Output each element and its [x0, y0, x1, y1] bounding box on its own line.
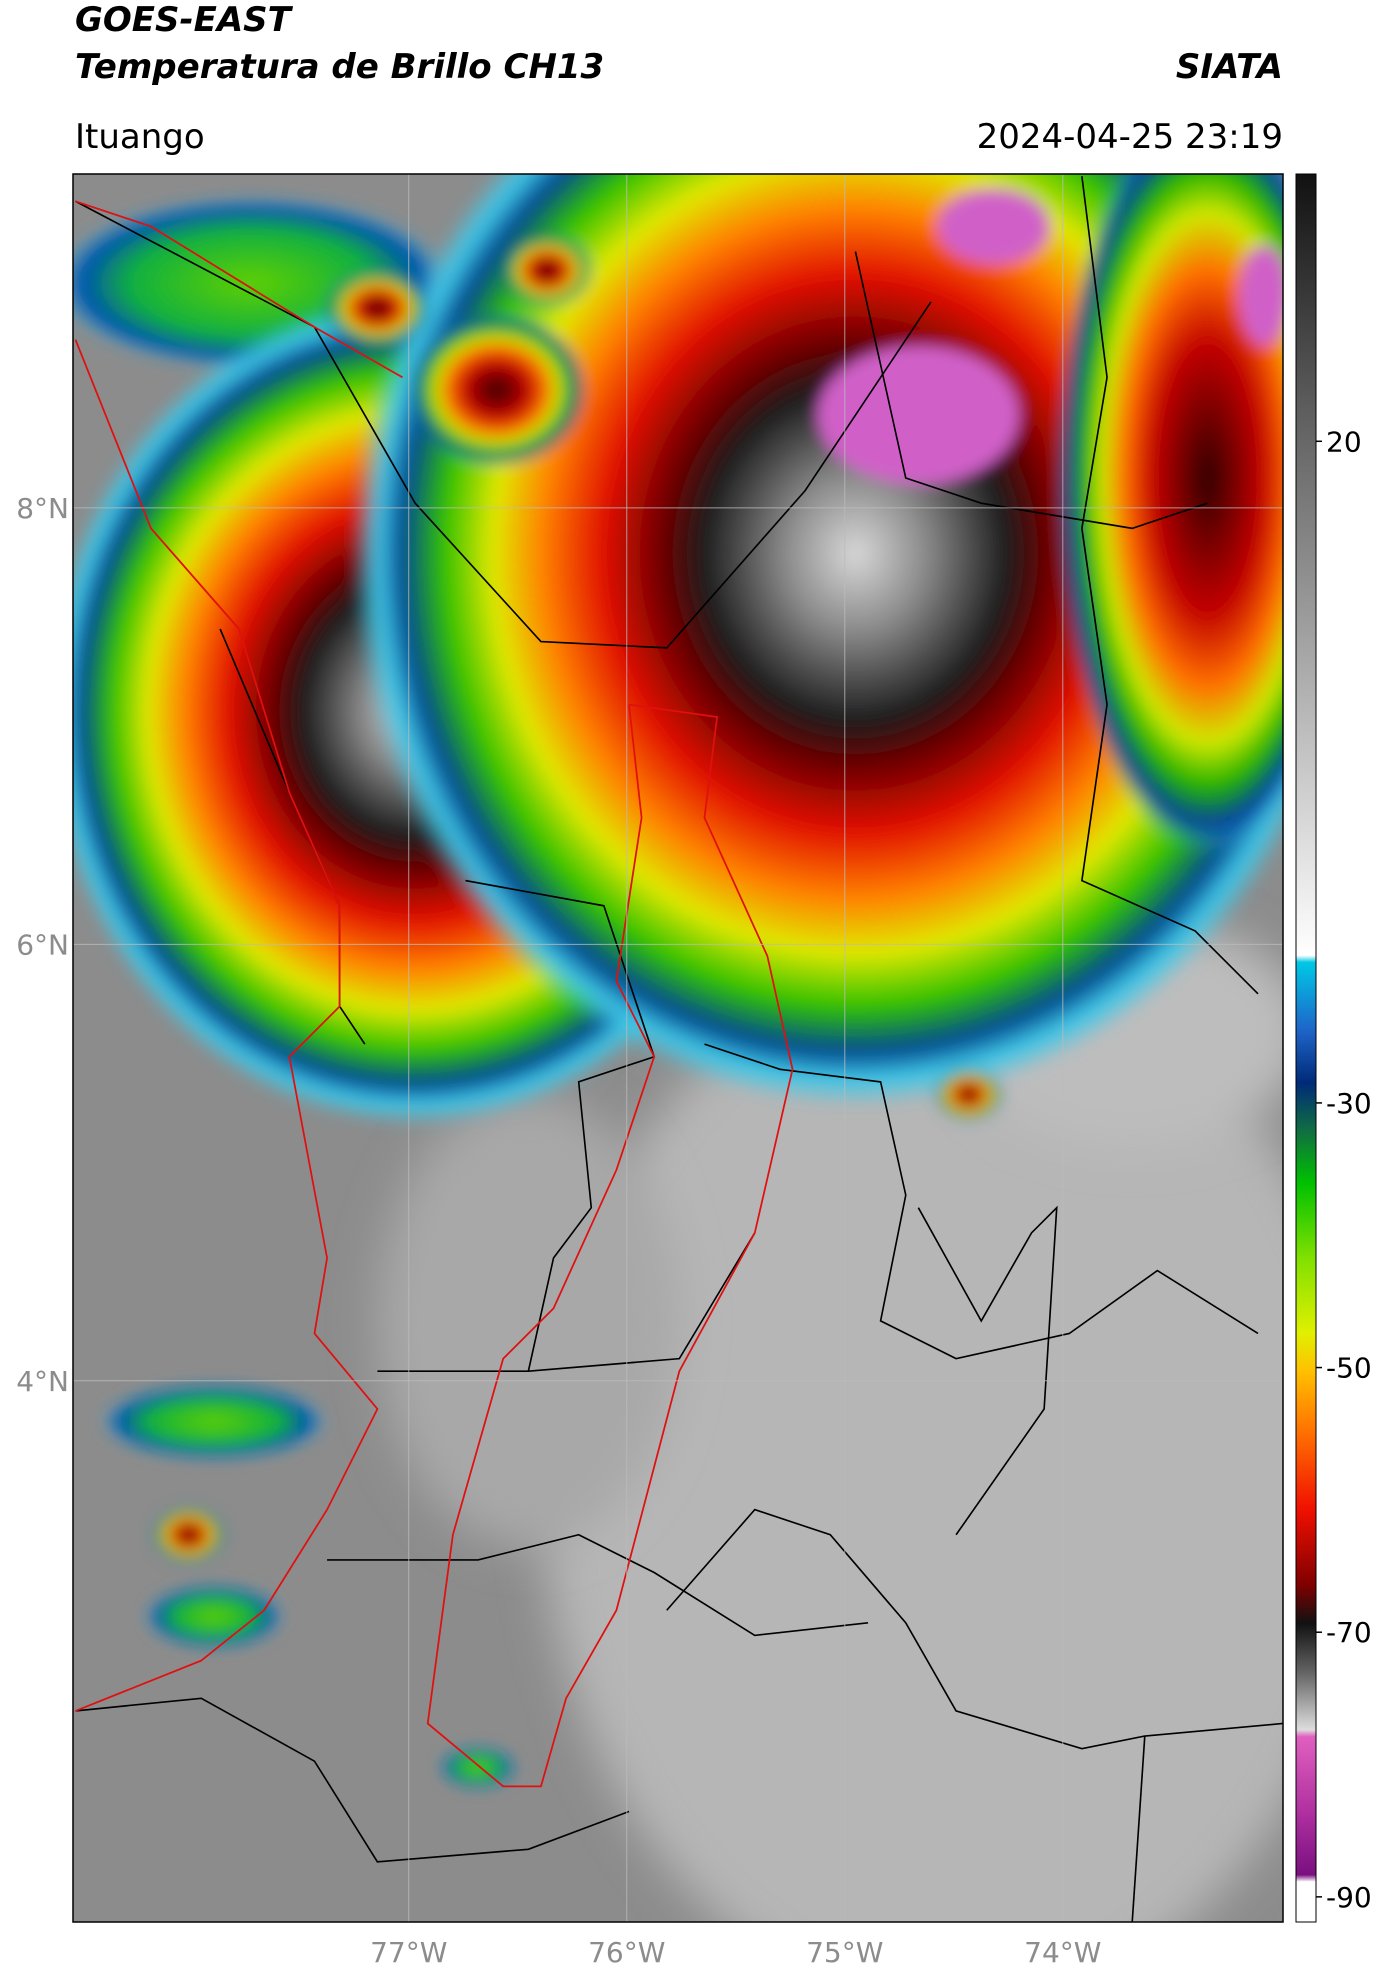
- lon-tick-label: 74°W: [1024, 1936, 1101, 1969]
- location: Ituango: [75, 117, 205, 157]
- colorbar-tick-label: 20: [1326, 425, 1362, 458]
- brand: SIATA: [1176, 47, 1283, 87]
- lat-tick-label: 4°N: [16, 1365, 69, 1398]
- lon-tick-label: 75°W: [806, 1936, 883, 1969]
- lon-tick-label: 76°W: [588, 1936, 665, 1969]
- lat-tick-label: 6°N: [16, 928, 69, 961]
- colorbar-tick-label: -70: [1326, 1616, 1372, 1649]
- lon-tick-label: 77°W: [370, 1936, 447, 1969]
- lat-tick-label: 8°N: [16, 492, 69, 525]
- colorbar-tick-label: -50: [1326, 1352, 1372, 1385]
- satellite-image: [73, 174, 1283, 1922]
- datetime: 2024-04-25 23:19: [977, 117, 1283, 157]
- subtitle: Temperatura de Brillo CH13: [75, 47, 604, 87]
- department-border: [74, 200, 794, 1788]
- map-frame: [72, 173, 1284, 1923]
- title: GOES-EAST: [75, 0, 294, 40]
- colorbar-tick-label: -90: [1326, 1881, 1372, 1914]
- colorbar: [1295, 173, 1317, 1923]
- grid: [73, 174, 1283, 1922]
- colorbar-tick-label: -30: [1326, 1087, 1372, 1120]
